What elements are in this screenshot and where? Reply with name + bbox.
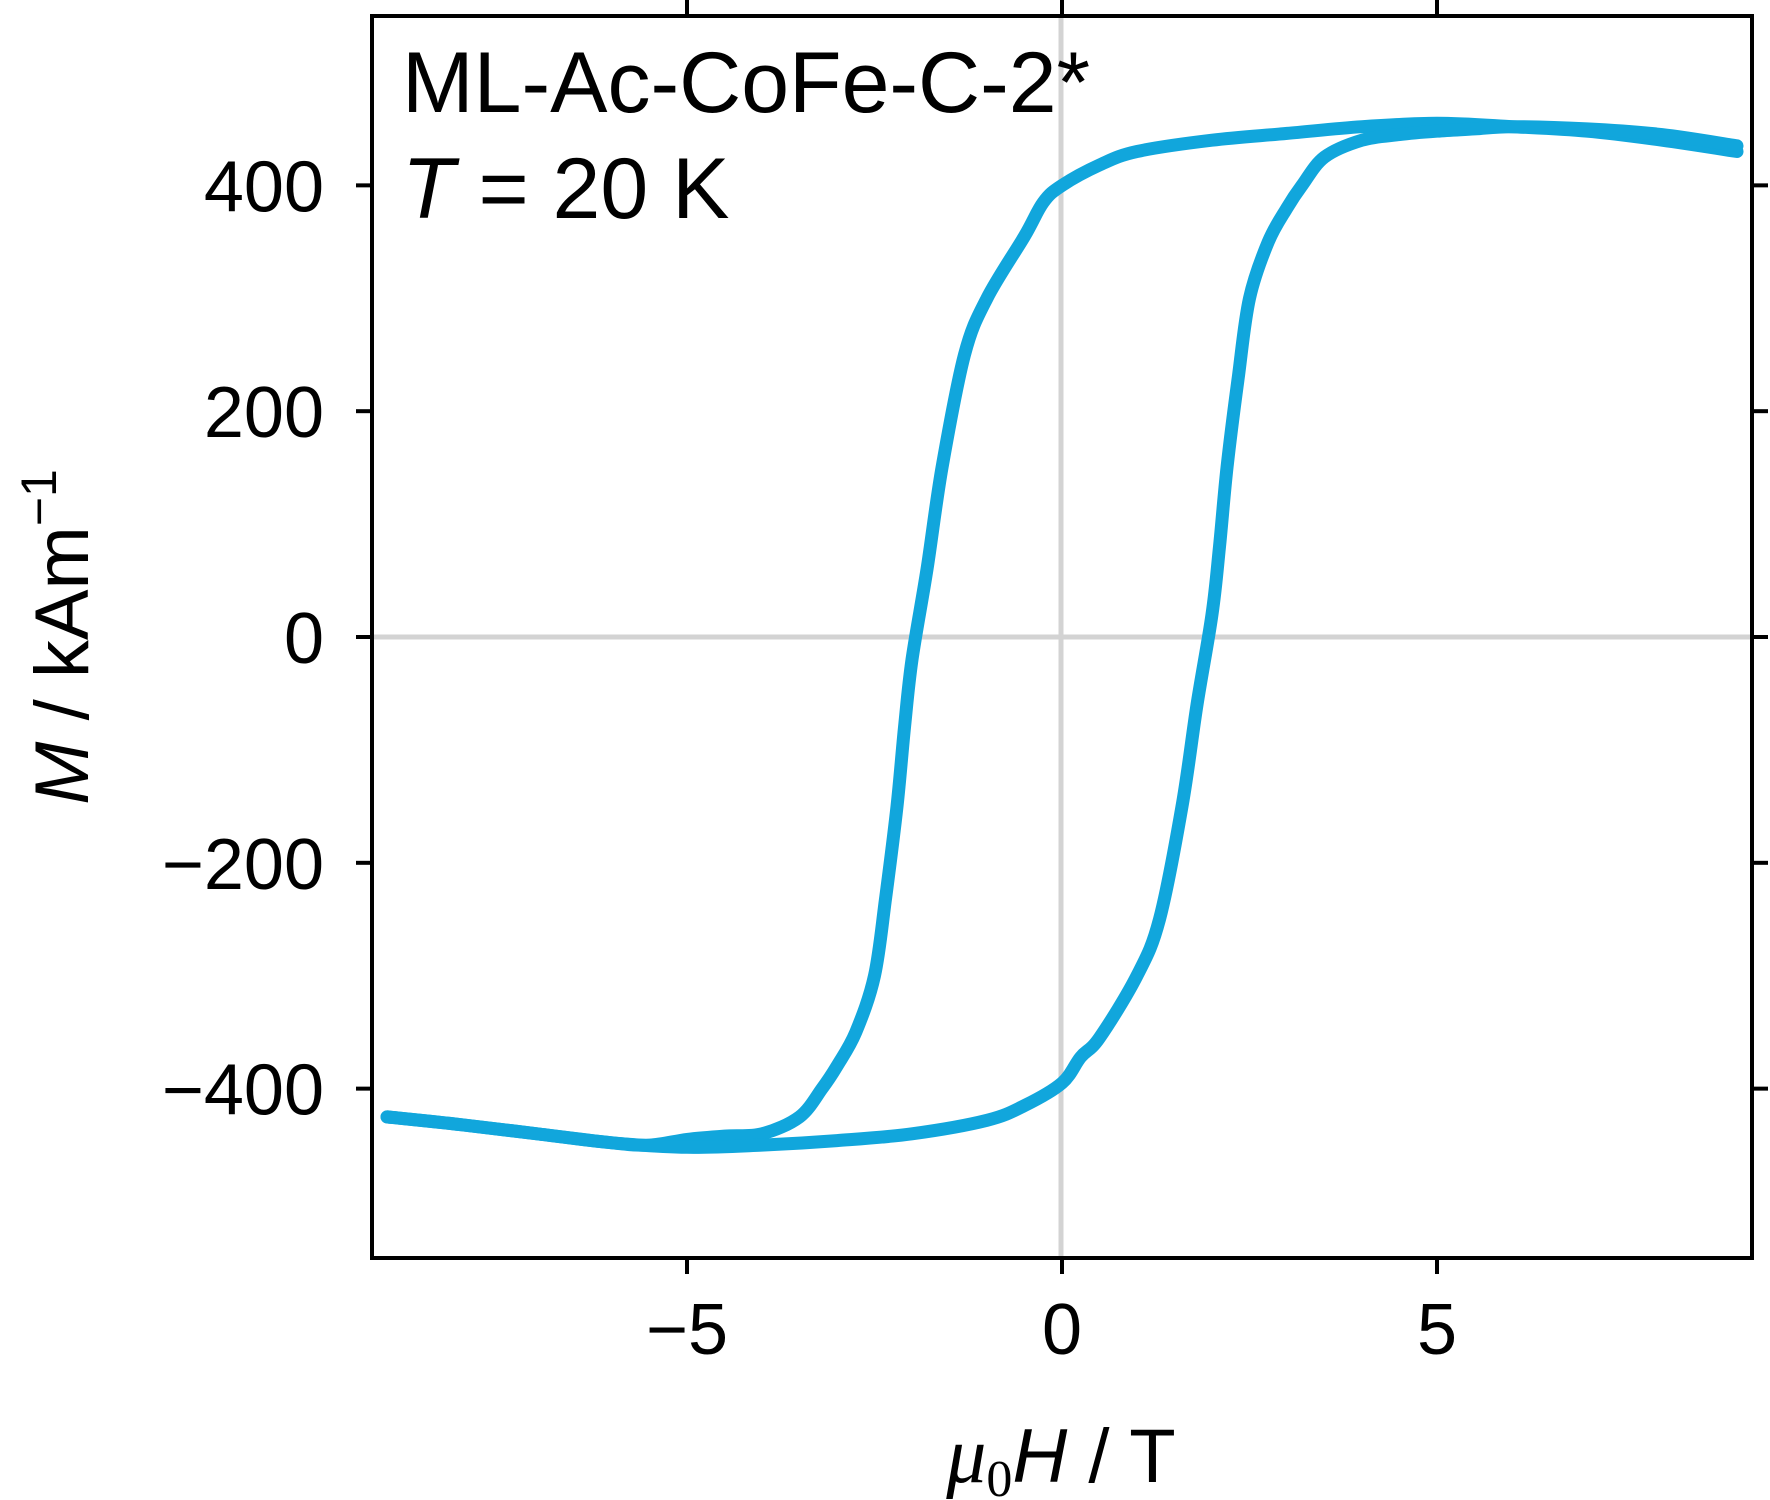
temperature-value: = 20 K: [455, 141, 730, 237]
temperature-annotation: T = 20 K: [402, 141, 729, 237]
x-axis-unit: / T: [1067, 1414, 1175, 1499]
x-tick-label: 0: [1042, 1290, 1082, 1370]
ticks-layer: −5 0 5 −400 −200 0 200 400: [162, 0, 1768, 1370]
x-axis-variable: H: [1012, 1414, 1067, 1499]
y-tick-label: 0: [284, 599, 324, 679]
series-layer: [380, 116, 1744, 1154]
y-tick-label: −400: [162, 1051, 324, 1131]
y-axis-label: M / kAm−1: [11, 469, 105, 805]
y-tick-label: −200: [162, 825, 324, 905]
hysteresis-branch-ascending: [380, 120, 1744, 1154]
x-axis-subscript: 0: [986, 1451, 1012, 1500]
x-axis-label: μ0H / T: [945, 1412, 1175, 1500]
x-axis-symbol: μ: [945, 1412, 986, 1500]
x-tick-label: −5: [646, 1290, 728, 1370]
temperature-symbol: T: [402, 141, 460, 237]
y-axis-variable: M: [20, 741, 105, 805]
sample-annotation: ML-Ac-CoFe-C-2*: [402, 35, 1090, 131]
y-tick-label: 400: [204, 147, 324, 227]
y-axis-exponent: −1: [11, 469, 67, 526]
x-tick-label: 5: [1417, 1290, 1457, 1370]
y-axis-unit: / kAm: [20, 526, 105, 741]
hysteresis-branch-descending: [380, 116, 1744, 1152]
y-tick-label: 200: [204, 373, 324, 453]
